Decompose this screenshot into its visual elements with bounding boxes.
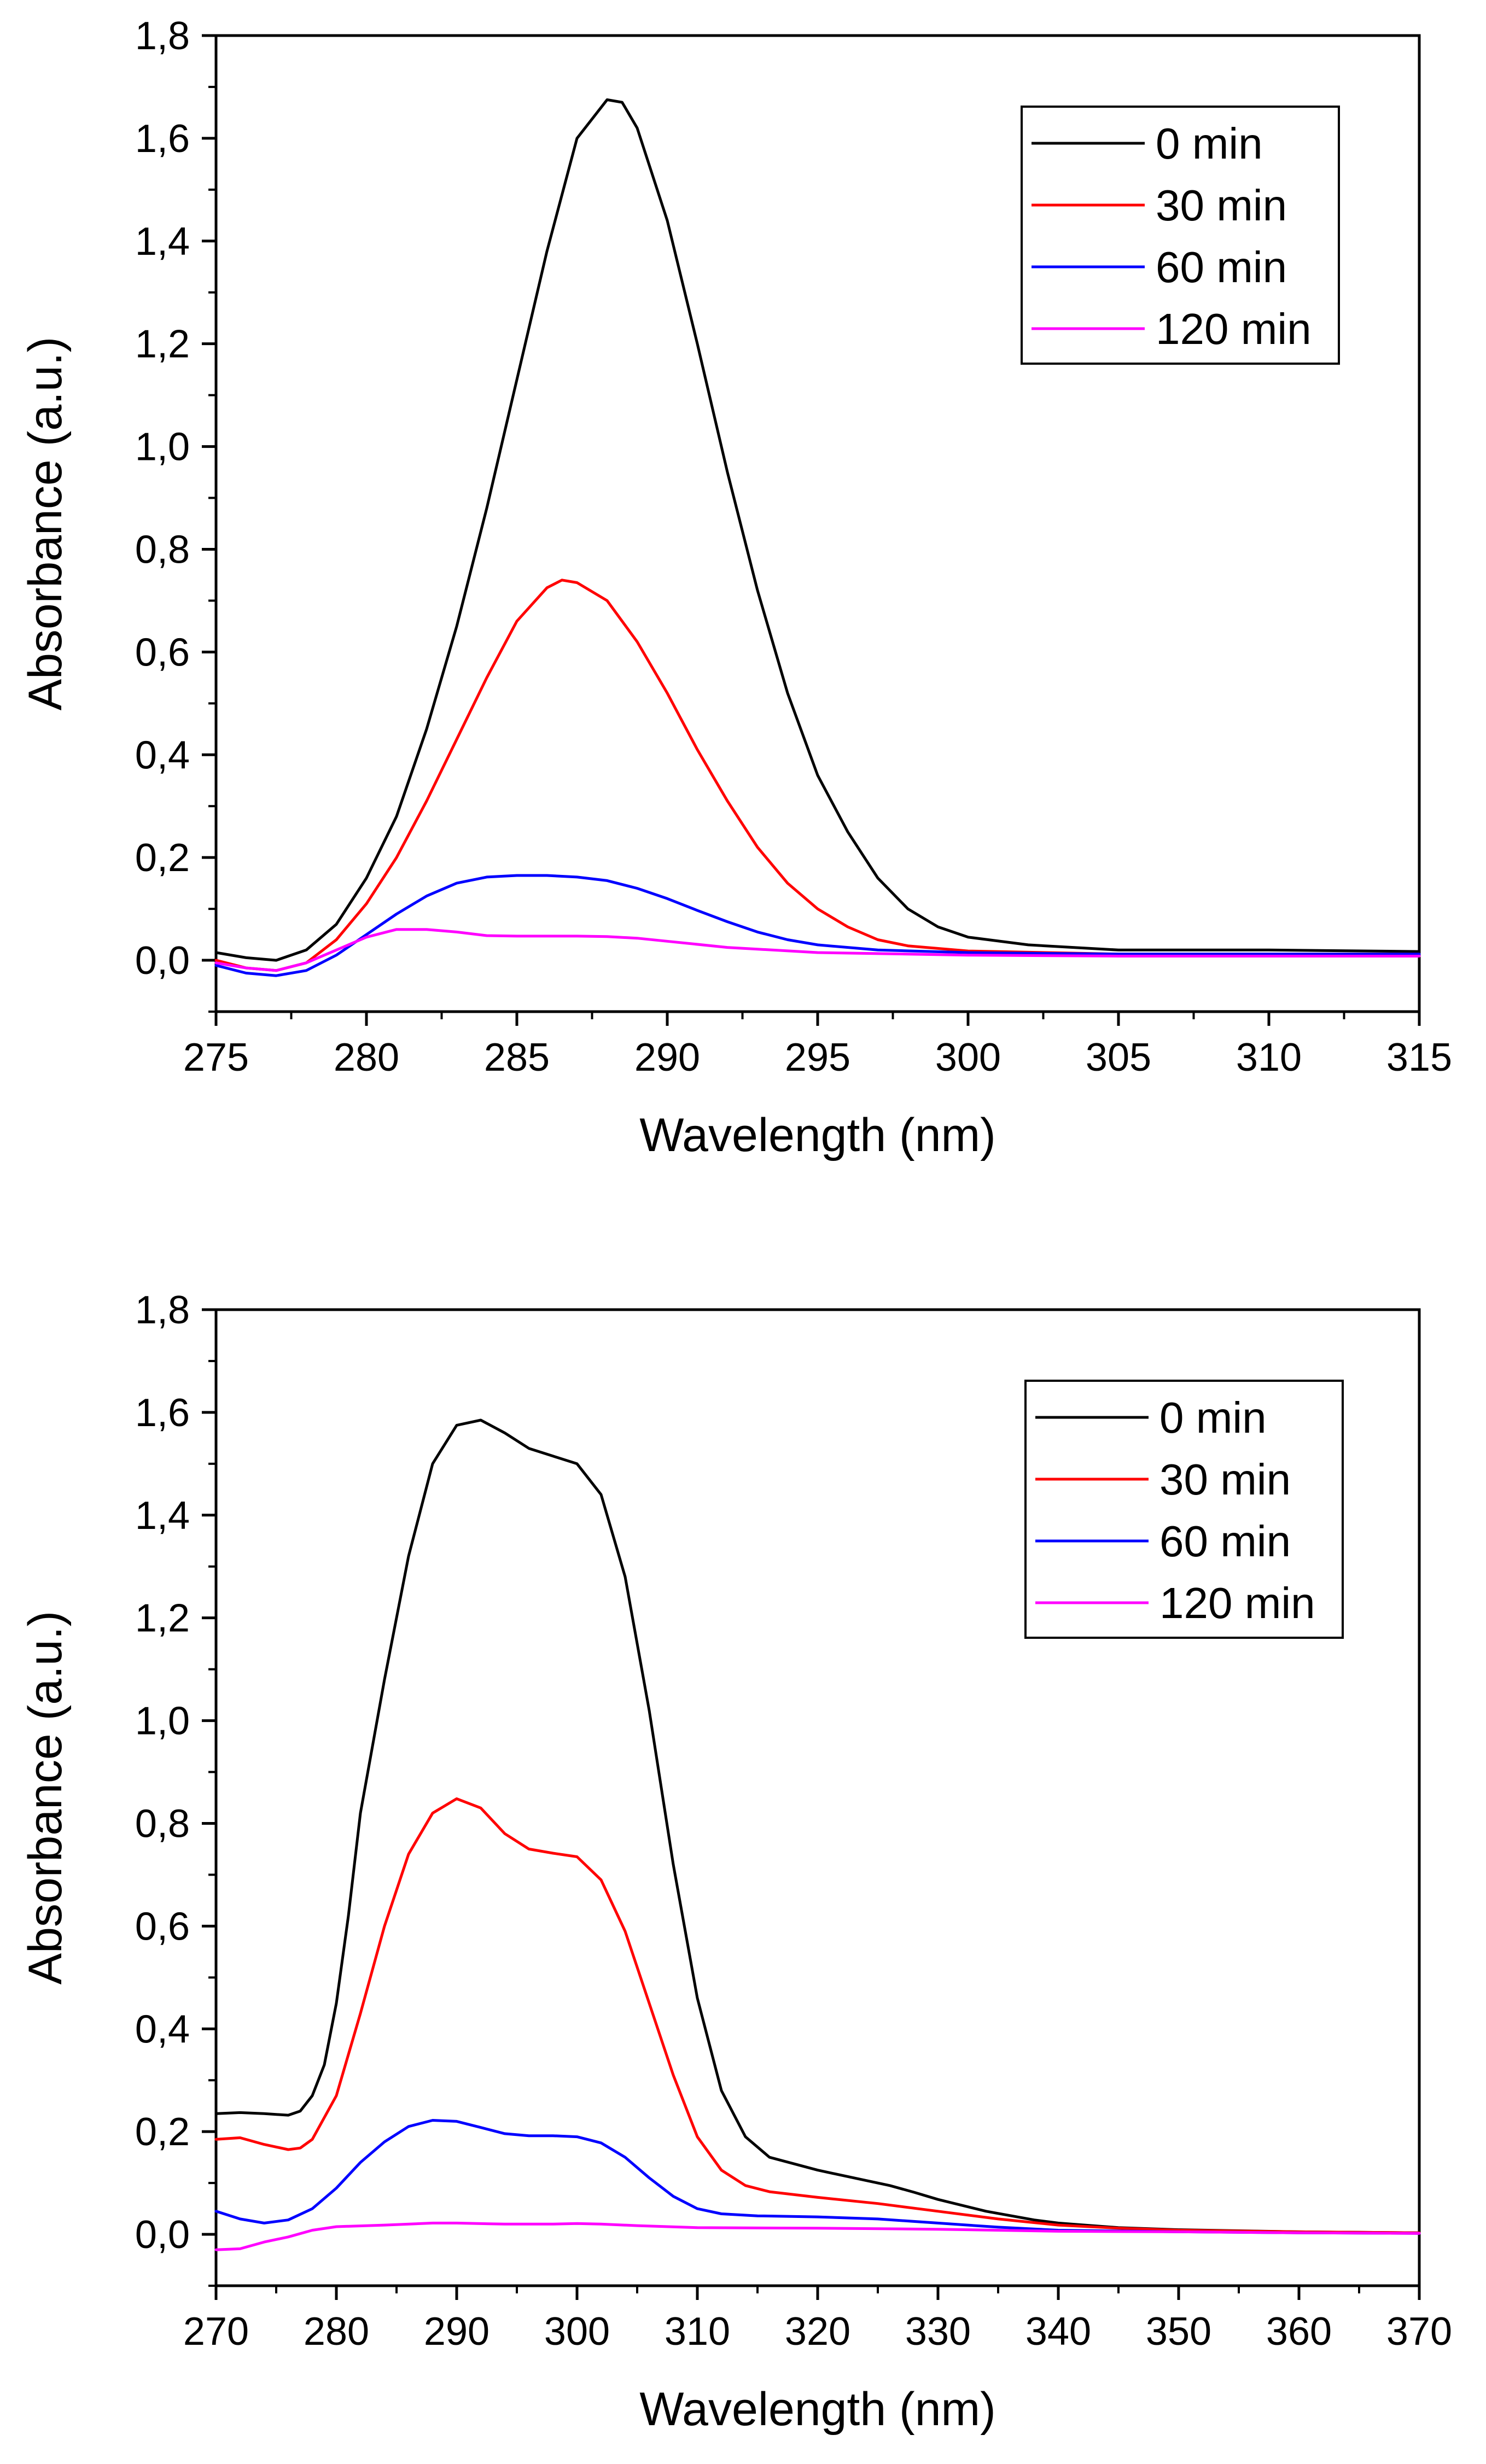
y-tick-label: 1,4 bbox=[135, 1494, 190, 1538]
x-tick-label: 315 bbox=[1386, 1036, 1452, 1079]
series-line-30-min bbox=[214, 1797, 1421, 2234]
x-tick-label: 305 bbox=[1086, 1036, 1151, 1079]
series-line-60-min bbox=[214, 874, 1421, 977]
x-tick-label: 350 bbox=[1146, 2310, 1211, 2354]
x-axis-title: Wavelength (nm) bbox=[639, 1109, 996, 1161]
y-tick-label: 1,8 bbox=[135, 14, 190, 58]
x-tick-label: 290 bbox=[424, 2310, 489, 2354]
legend-box bbox=[1024, 1380, 1344, 1639]
y-tick-label: 0,2 bbox=[135, 836, 190, 880]
y-tick-label: 1,2 bbox=[135, 323, 190, 366]
y-tick-label: 1,6 bbox=[135, 1391, 190, 1435]
x-tick-label: 300 bbox=[544, 2310, 610, 2354]
y-tick-label: 0,0 bbox=[135, 939, 190, 983]
legend-label: 30 min bbox=[1156, 181, 1287, 230]
legend-label: 120 min bbox=[1159, 1579, 1315, 1627]
x-tick-label: 280 bbox=[334, 1036, 399, 1079]
y-tick-label: 1,0 bbox=[135, 1700, 190, 1743]
x-tick-label: 340 bbox=[1025, 2310, 1091, 2354]
y-axis-title: Absorbance (a.u.) bbox=[19, 1611, 72, 1985]
y-tick-label: 0,2 bbox=[135, 2110, 190, 2154]
x-axis-title: Wavelength (nm) bbox=[639, 2383, 996, 2436]
x-tick-label: 310 bbox=[1236, 1036, 1302, 1079]
y-tick-label: 0,0 bbox=[135, 2213, 190, 2257]
legend-label: 60 min bbox=[1156, 243, 1287, 291]
y-tick-label: 0,8 bbox=[135, 1802, 190, 1846]
y-axis-title: Absorbance (a.u.) bbox=[19, 337, 72, 711]
y-tick-label: 1,2 bbox=[135, 1597, 190, 1640]
y-tick-label: 1,0 bbox=[135, 425, 190, 469]
y-tick-label: 0,4 bbox=[135, 2007, 190, 2051]
y-tick-label: 0,4 bbox=[135, 733, 190, 777]
y-tick-label: 1,6 bbox=[135, 117, 190, 161]
legend-label: 30 min bbox=[1159, 1455, 1291, 1504]
legend-box bbox=[1021, 106, 1340, 365]
series-line-120-min bbox=[214, 2221, 1421, 2251]
x-tick-label: 285 bbox=[484, 1036, 550, 1079]
series-line-60-min bbox=[214, 2119, 1421, 2235]
legend-label: 0 min bbox=[1156, 119, 1263, 168]
y-tick-label: 0,6 bbox=[135, 1905, 190, 1948]
x-tick-label: 270 bbox=[183, 2310, 249, 2354]
legend-label: 60 min bbox=[1159, 1517, 1291, 1566]
chart-top: 275 280 285 290 295 300 305 310 315 0,0 0,2 0,4 0,6 0… bbox=[19, 14, 1452, 1161]
legend-label: 0 min bbox=[1159, 1393, 1267, 1442]
y-tick-label: 0,8 bbox=[135, 528, 190, 571]
x-tick-label: 275 bbox=[183, 1036, 249, 1079]
x-tick-label: 280 bbox=[304, 2310, 369, 2354]
legend-label: 120 min bbox=[1156, 305, 1312, 353]
series-line-0-min bbox=[214, 1418, 1421, 2234]
series-line-30-min bbox=[214, 579, 1421, 972]
x-tick-label: 290 bbox=[634, 1036, 700, 1079]
x-tick-label: 320 bbox=[785, 2310, 850, 2354]
x-tick-label: 370 bbox=[1386, 2310, 1452, 2354]
x-tick-label: 300 bbox=[935, 1036, 1001, 1079]
x-tick-label: 330 bbox=[905, 2310, 971, 2354]
x-tick-label: 360 bbox=[1266, 2310, 1332, 2354]
y-tick-label: 1,8 bbox=[135, 1288, 190, 1332]
chart-bottom: 270 280 290 300 310 320 330 340 350 360 370 0,0 0,2 0… bbox=[19, 1288, 1452, 2436]
series-line-120-min bbox=[214, 928, 1421, 972]
series-line-0-min bbox=[214, 98, 1421, 962]
y-tick-label: 0,6 bbox=[135, 630, 190, 674]
y-tick-label: 1,4 bbox=[135, 220, 190, 264]
x-tick-label: 310 bbox=[665, 2310, 730, 2354]
x-tick-label: 295 bbox=[785, 1036, 850, 1079]
